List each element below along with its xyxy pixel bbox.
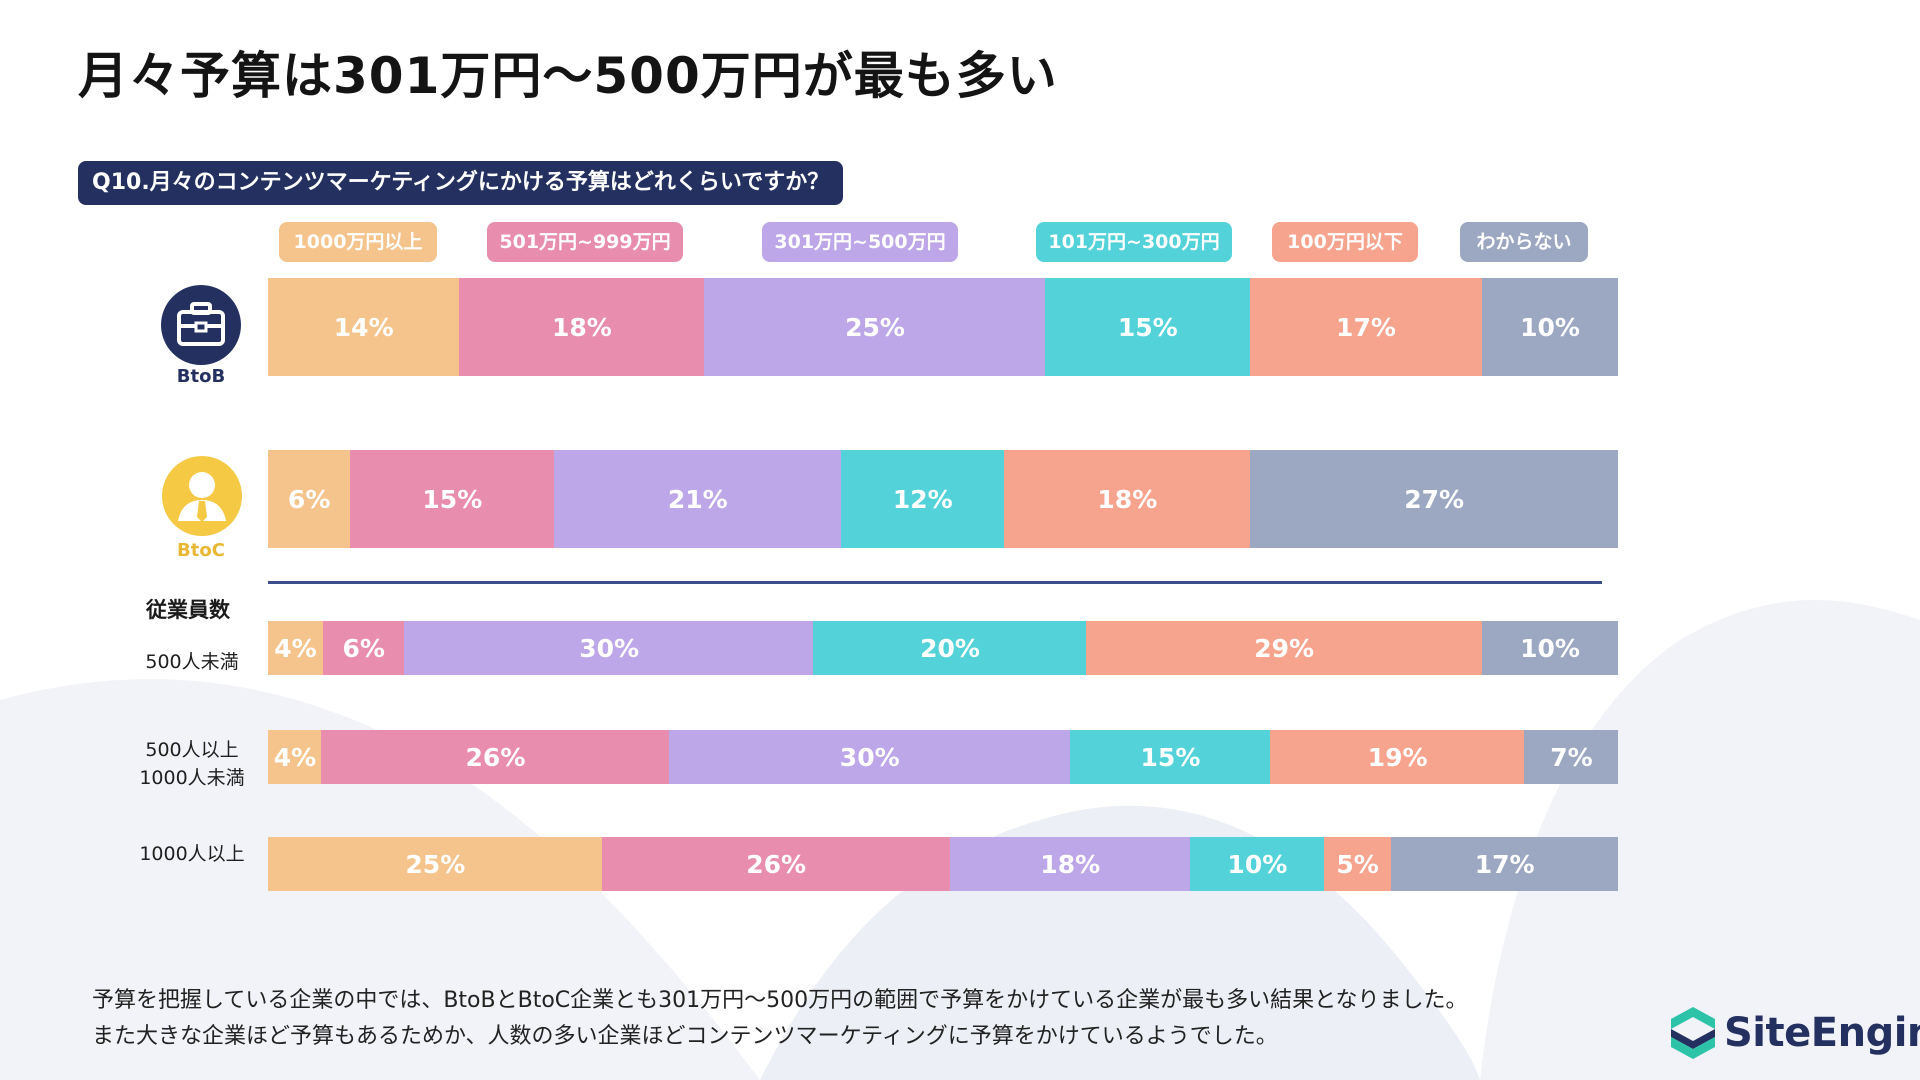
footer-line-1: 予算を把握している企業の中では、BtoBとBtoC企業とも301万円〜500万円… bbox=[92, 988, 1468, 1013]
row-label-1000-over: 1000人以上 bbox=[139, 843, 245, 865]
question-banner: Q10.月々のコンテンツマーケティングにかける予算はどれくらいですか？ bbox=[78, 161, 844, 205]
row-label-500-1000: 500人以上 1000人未満 bbox=[130, 736, 254, 792]
legend-item-100-under: 100万円以下 bbox=[1272, 222, 1418, 262]
siteengine-logo-icon bbox=[1671, 1007, 1715, 1059]
section-divider bbox=[268, 581, 1602, 584]
footer-line-2: また大きな企業ほど予算もあるためか、人数の多い企業ほどコンテンツマーケティングに… bbox=[92, 1024, 1278, 1049]
employee-count-label: 従業員数 bbox=[146, 598, 230, 622]
legend-item-301-500: 301万円~500万円 bbox=[762, 222, 958, 262]
legend-item-501-999: 501万円~999万円 bbox=[487, 222, 683, 262]
category-label-btoc: BtoC bbox=[177, 540, 225, 561]
briefcase-icon bbox=[161, 285, 241, 365]
legend-item-1000-plus: 1000万円以上 bbox=[279, 222, 437, 262]
category-label-btob: BtoB bbox=[176, 366, 226, 387]
legend-item-unknown: わからない bbox=[1460, 222, 1588, 262]
row-label-500-1000-line2: 1000人未満 bbox=[139, 767, 245, 789]
siteengine-logo-text: SiteEngine bbox=[1724, 1010, 1920, 1056]
row-label-500-1000-line1: 500人以上 bbox=[145, 739, 239, 761]
row-label-500-under: 500人未満 bbox=[145, 651, 239, 673]
siteengine-logo: SiteEngine bbox=[1668, 1005, 1920, 1061]
page-title: 月々予算は301万円〜500万円が最も多い bbox=[78, 47, 1058, 105]
footer-text: 予算を把握している企業の中では、BtoBとBtoC企業とも301万円〜500万円… bbox=[92, 983, 1467, 1055]
legend-item-101-300: 101万円~300万円 bbox=[1036, 222, 1232, 262]
person-icon bbox=[162, 456, 242, 536]
